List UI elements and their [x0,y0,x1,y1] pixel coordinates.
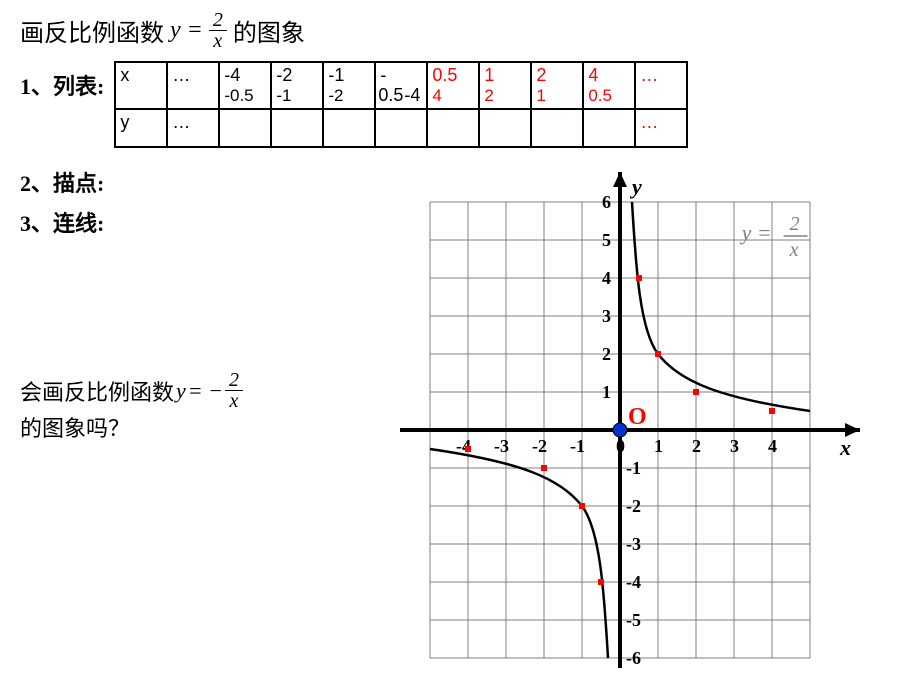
table-row-y: y … … [115,109,687,147]
svg-text:4: 4 [768,436,777,456]
cell-ellipsis: … [167,109,219,147]
svg-text:6: 6 [602,192,611,212]
cell-ellipsis: … [635,109,687,147]
neg-eq-y: y [176,378,186,404]
question-line2: 的图象吗？ [20,411,243,443]
svg-text:-3: -3 [626,534,641,554]
svg-text:4: 4 [602,268,611,288]
svg-text:1: 1 [654,436,663,456]
cell-ellipsis: … [635,62,687,109]
th-y: y [115,109,167,147]
svg-text:x: x [789,239,799,261]
svg-text:-3: -3 [494,436,509,456]
title-suffix: 的图象 [233,13,305,48]
svg-text:-1: -1 [570,436,585,456]
eq-y: y [170,17,181,44]
svg-text:-4: -4 [626,572,641,592]
cell: 1 2 [479,62,531,109]
svg-text:3: 3 [730,436,739,456]
eq-numerator: 2 [209,10,227,31]
cell [583,109,635,147]
cell: - 0.5 -4 [375,62,427,109]
cell [323,109,375,147]
hyperbola-chart: -4-3-2-101234123456-1-2-3-4-5-6xyOy =2x [350,190,910,680]
cell [531,109,583,147]
svg-text:-2: -2 [626,496,641,516]
svg-text:2: 2 [692,436,701,456]
cell [271,109,323,147]
eq-fraction: 2 x [209,10,227,51]
table-row-x: x … -4 -0.5 -2 -1 -1 -2 - 0.5 -4 0.5 4 [115,62,687,109]
svg-text:x: x [839,435,851,460]
svg-text:-6: -6 [626,648,641,668]
svg-text:O: O [628,404,647,430]
svg-text:-2: -2 [532,436,547,456]
page-title: 画反比例函数 y = 2 x 的图象 [20,10,900,51]
cell [427,109,479,147]
svg-text:1: 1 [602,382,611,402]
cell [479,109,531,147]
question-block: 会画反比例函数 y = − 2 x 的图象吗？ [20,370,243,443]
cell: 2 1 [531,62,583,109]
cell: 4 0.5 [583,62,635,109]
svg-text:y =: y = [740,220,772,245]
cell [219,109,271,147]
svg-text:5: 5 [602,230,611,250]
value-table: x … -4 -0.5 -2 -1 -1 -2 - 0.5 -4 0.5 4 [114,61,688,148]
th-x: x [115,62,167,109]
question-line1: 会画反比例函数 [20,375,174,407]
svg-text:-5: -5 [626,610,641,630]
cell: -1 -2 [323,62,375,109]
svg-text:-1: -1 [626,458,641,478]
neg-eq-fraction: 2 x [225,370,243,411]
cell: -2 -1 [271,62,323,109]
cell: 0.5 4 [427,62,479,109]
cell: -4 -0.5 [219,62,271,109]
svg-text:3: 3 [602,306,611,326]
step1-label: 1、列表: [20,69,104,101]
title-prefix: 画反比例函数 [20,13,164,48]
cell-ellipsis: … [167,62,219,109]
svg-text:2: 2 [790,213,800,235]
eq-sign: = [187,17,203,44]
svg-text:0: 0 [616,436,625,456]
svg-text:2: 2 [602,344,611,364]
eq-denominator: x [209,31,226,51]
cell [375,109,427,147]
